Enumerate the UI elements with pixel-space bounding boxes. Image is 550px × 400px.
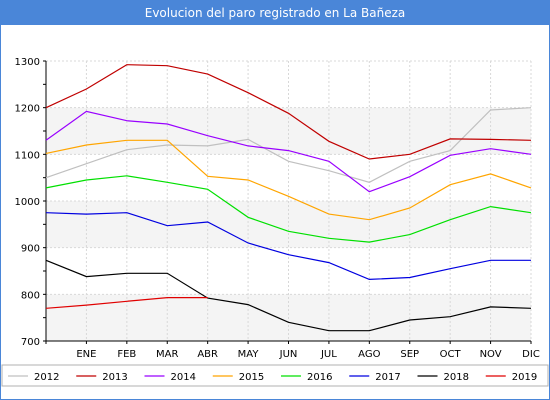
series-line-2018 (45, 259, 532, 332)
x-tick-label: AGO (358, 349, 380, 360)
chart-title: Evolucion del paro registrado en La Bañe… (1, 1, 549, 25)
legend-label-2012: 2012 (34, 372, 59, 383)
legend-label-2016: 2016 (307, 372, 332, 383)
x-tick-label: NOV (480, 349, 502, 360)
y-tick-label: 1200 (15, 104, 40, 115)
x-tick-label: ABR (197, 349, 218, 360)
series-line-2015 (45, 139, 532, 221)
series-line-2012 (45, 107, 532, 183)
legend-box (1, 364, 549, 387)
y-tick-label: 1100 (15, 150, 40, 161)
y-tick-label: 1000 (15, 197, 40, 208)
x-tick-label: OCT (440, 349, 462, 360)
x-tick-label: MAY (238, 349, 260, 360)
y-tick-label: 900 (21, 244, 40, 255)
series-line-2019 (45, 297, 208, 309)
x-tick-label: ENE (76, 349, 96, 360)
legend-label-2014: 2014 (171, 372, 196, 383)
x-tick-label: JUN (279, 349, 298, 360)
x-tick-label: JUL (320, 349, 337, 360)
series-line-2014 (45, 110, 532, 193)
series-line-2016 (45, 175, 532, 243)
legend-label-2018: 2018 (444, 372, 469, 383)
legend-label-2019: 2019 (512, 372, 537, 383)
x-tick-label: FEB (117, 349, 136, 360)
legend-label-2013: 2013 (102, 372, 127, 383)
plot-band (46, 201, 531, 248)
y-tick-label: 800 (21, 290, 40, 301)
legend-label-2015: 2015 (239, 372, 264, 383)
x-tick-label: DIC (522, 349, 540, 360)
legend-label-2017: 2017 (375, 372, 400, 383)
y-tick-label: 1300 (15, 57, 40, 68)
x-tick-label: SEP (400, 349, 419, 360)
series-line-2017 (45, 212, 531, 281)
x-tick-label: MAR (156, 349, 178, 360)
plot-band (46, 61, 531, 108)
y-tick-label: 700 (21, 337, 40, 348)
series-line-2013 (45, 64, 532, 160)
